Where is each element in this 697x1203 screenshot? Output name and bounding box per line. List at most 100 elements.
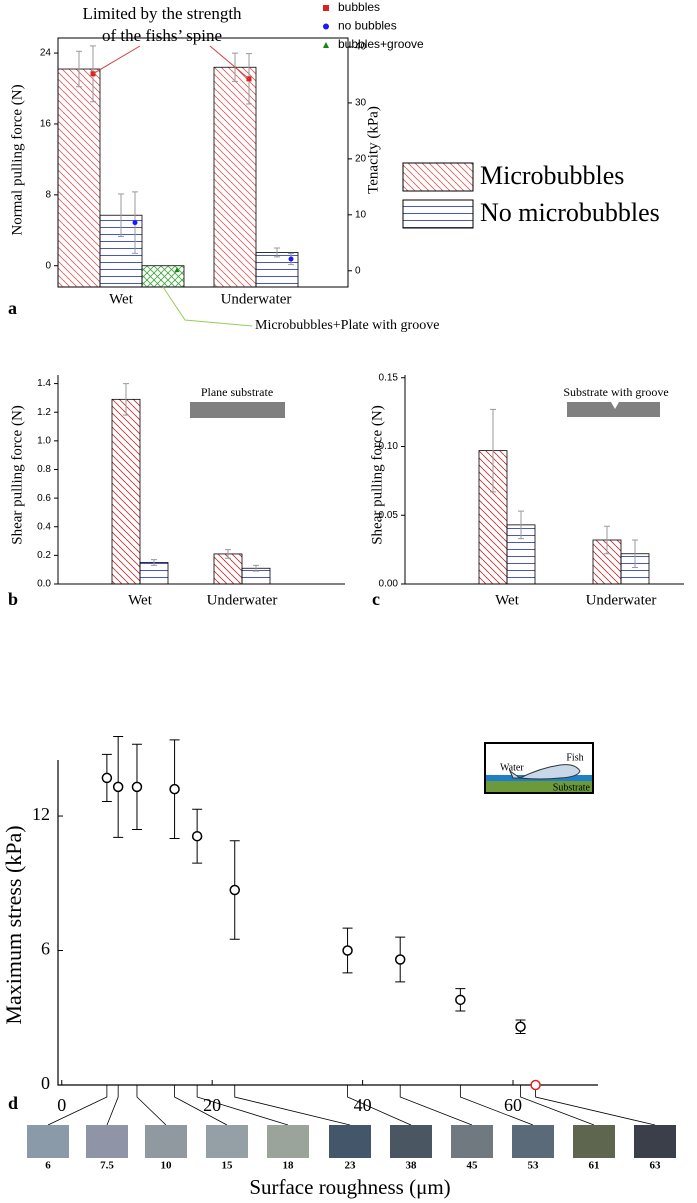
annotation-leader — [209, 45, 250, 80]
error-bar — [151, 559, 157, 566]
legend-label: bubbles+groove — [338, 37, 424, 51]
panel-label: c — [372, 589, 380, 609]
data-point — [394, 954, 406, 965]
thumbnail — [634, 1125, 676, 1158]
y2-tick-label: 40 — [355, 42, 367, 53]
marker — [288, 256, 294, 262]
fish-inset — [484, 742, 594, 794]
y-tick-label: 0.4 — [37, 521, 51, 532]
error-bar — [118, 193, 124, 237]
inset-label: Substrate with groove — [563, 385, 668, 399]
thumbnail-label: 18 — [283, 1160, 295, 1172]
thumbnail — [86, 1125, 128, 1158]
y-tick-label: 16 — [40, 119, 52, 130]
annotation: of the fishs’ spine — [102, 26, 222, 45]
leader-line — [106, 1085, 119, 1126]
y-tick-label: 0.2 — [37, 550, 51, 561]
axis-line — [57, 760, 598, 1086]
y-axis-title: Normal pulling force (N) — [9, 84, 25, 235]
data-point — [455, 994, 466, 1006]
legend-label: Microbubbles — [480, 161, 624, 190]
leader-line — [535, 1085, 656, 1126]
y-tick-label: 1.2 — [37, 407, 51, 418]
y-axis-title: Shear pulling force (N) — [9, 405, 25, 545]
y-tick-label: 0 — [41, 1073, 50, 1093]
thumbnail — [145, 1125, 187, 1158]
leader-line — [520, 1085, 595, 1126]
x-tick-label: Wet — [109, 291, 134, 307]
x-tick-label: Wet — [128, 592, 153, 608]
bar — [213, 66, 257, 288]
thumbnail — [390, 1125, 432, 1158]
legend-marker — [323, 42, 329, 48]
data-point — [169, 783, 180, 795]
panel-label: a — [8, 298, 17, 318]
annotation-leader — [92, 45, 141, 75]
error-bar — [518, 510, 524, 540]
leader-line — [196, 1085, 289, 1126]
groove-substrate — [567, 402, 660, 417]
annotation: Microbubbles+Plate with groove — [255, 318, 439, 333]
x-tick-label: 60 — [504, 1095, 522, 1115]
data-point — [191, 830, 203, 842]
data-point — [229, 884, 240, 896]
error-bar — [225, 549, 231, 559]
data-point — [515, 1021, 526, 1032]
legend-label: bubbles — [338, 0, 380, 14]
inset-label: Substrate — [553, 782, 591, 793]
data-point — [530, 1079, 541, 1091]
error-bar — [490, 408, 496, 493]
fish — [508, 764, 581, 780]
data-point — [131, 781, 143, 793]
thumbnail — [451, 1125, 493, 1158]
x-tick-label: Underwater — [221, 291, 292, 307]
thumbnail-label: 63 — [650, 1160, 662, 1172]
thumbnail — [512, 1125, 554, 1158]
thumbnail — [329, 1125, 371, 1158]
thumbnail-label: 38 — [406, 1160, 418, 1172]
leader-line — [174, 1085, 228, 1126]
y-tick-label: 6 — [41, 939, 50, 959]
y2-tick-label: 20 — [355, 154, 367, 165]
y-tick-label: 1.4 — [37, 378, 51, 389]
thumbnail-label: 23 — [345, 1160, 357, 1172]
y-tick-label: 0.15 — [379, 372, 399, 383]
y-tick-label: 1.0 — [37, 435, 51, 446]
y-tick-label: 0.8 — [37, 464, 51, 475]
y-tick-label: 0.05 — [379, 510, 399, 521]
legend-label: no bubbles — [338, 19, 397, 33]
marker — [174, 267, 180, 273]
annotation-leader — [162, 286, 253, 327]
x-tick-label: Wet — [495, 592, 520, 608]
inset-label: Plane substrate — [201, 385, 273, 399]
bar — [57, 68, 101, 288]
y2-tick-label: 10 — [355, 209, 367, 220]
inset-label: Fish — [566, 752, 583, 763]
panel-label: d — [8, 1093, 18, 1113]
error-bar — [253, 564, 259, 572]
y-tick-label: 8 — [45, 189, 51, 200]
thumbnail-label: 6 — [45, 1160, 51, 1172]
y-tick-label: 24 — [40, 48, 52, 59]
y-tick-label: 0 — [45, 260, 51, 271]
x-tick-label: Underwater — [207, 592, 278, 608]
legend-marker — [323, 5, 329, 11]
y-axis-title: Shear pulling force (N) — [369, 405, 385, 545]
inset-label: Water — [500, 762, 524, 773]
thumbnail-label: 61 — [589, 1160, 600, 1172]
data-point — [112, 781, 124, 793]
leader-line — [136, 1085, 167, 1126]
thumbnail-label: 7.5 — [100, 1160, 114, 1172]
x-tick-label: Underwater — [586, 592, 657, 608]
y2-tick-label: 30 — [355, 98, 367, 109]
marker — [132, 220, 138, 226]
thumbnail-label: 53 — [528, 1160, 540, 1172]
legend-swatch — [402, 199, 474, 229]
x-tick-label: 40 — [354, 1095, 372, 1115]
bar — [213, 553, 243, 585]
y-tick-label: 0.00 — [379, 579, 399, 590]
y-axis-title: Maximum stress (kPa) — [1, 825, 26, 1024]
leader-line — [47, 1085, 108, 1126]
x-tick-label: 0 — [57, 1095, 66, 1115]
